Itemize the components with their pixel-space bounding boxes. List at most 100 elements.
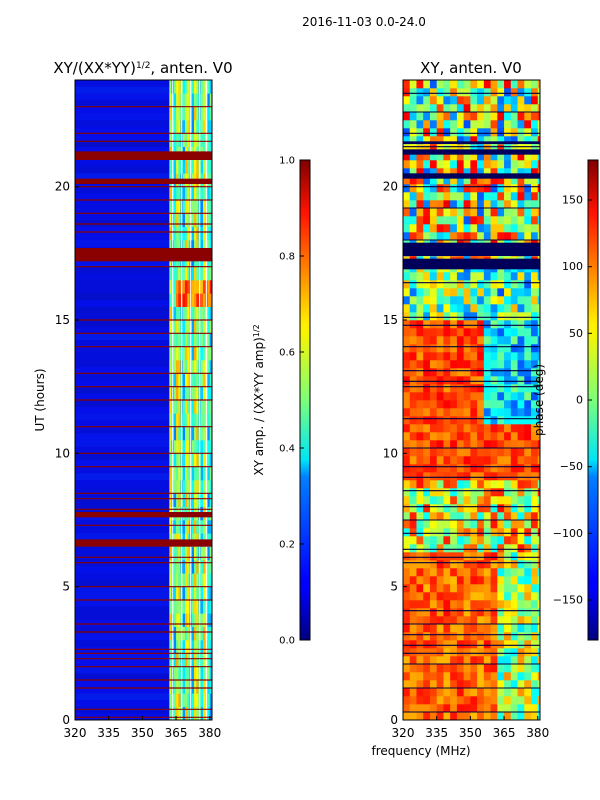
amplitude-heatmap-cell	[207, 293, 211, 307]
phase-heatmap-cell	[531, 688, 539, 697]
amplitude-heatmap-cell	[209, 80, 212, 94]
amplitude-heatmap-cell	[182, 200, 186, 214]
amplitude-heatmap-cell	[182, 613, 186, 627]
phase-heatmap-cell	[423, 584, 431, 593]
amplitude-ylabel: UT (hours)	[33, 368, 47, 431]
amplitude-heatmap-cell	[200, 293, 204, 307]
amplitude-heatmap-cell	[209, 600, 212, 614]
phase-heatmap-cell	[470, 288, 478, 297]
amplitude-heatmap-cell	[187, 160, 190, 174]
phase-heatmap-cell	[510, 576, 518, 585]
amplitude-heatmap-cell	[196, 186, 199, 201]
phase-heatmap-cell	[537, 192, 540, 201]
phase-heatmap-cell	[477, 232, 485, 241]
phase-heatmap-cell	[409, 432, 417, 441]
phase-heatmap-cell	[504, 672, 512, 681]
amplitude-heatmap-row	[75, 380, 170, 387]
phase-heatmap-cell	[504, 592, 512, 601]
phase-heatmap-cell	[463, 320, 471, 329]
phase-heatmap-cell	[537, 288, 540, 297]
phase-heatmap-cell	[497, 504, 505, 513]
phase-heatmap-cell	[463, 136, 471, 145]
phase-heatmap-cell	[436, 80, 444, 89]
phase-heatmap-cell	[463, 504, 471, 513]
phase-heatmap-cell	[524, 600, 532, 609]
phase-heatmap-cell	[490, 128, 498, 137]
phase-heatmap-cell	[483, 544, 491, 553]
amplitude-heatmap-cell	[185, 266, 188, 281]
amplitude-heatmap-cell	[191, 466, 195, 481]
phase-heatmap-cell	[403, 320, 411, 329]
phase-heatmap-cell	[524, 320, 532, 329]
phase-heatmap-cell	[470, 120, 478, 129]
phase-heatmap-cell	[497, 608, 505, 617]
phase-heatmap-cell	[416, 184, 424, 193]
phase-heatmap-cell	[416, 104, 424, 113]
amplitude-heatmap-cell	[203, 453, 206, 467]
amplitude-heatmap-cell	[176, 80, 179, 94]
colorbar-amplitude-tick-label: 0.0	[279, 636, 295, 647]
phase-heatmap-cell	[456, 536, 464, 545]
phase-heatmap-cell	[510, 560, 518, 569]
phase-heatmap-cell	[470, 368, 478, 377]
phase-heatmap-cell	[436, 272, 444, 281]
amplitude-heatmap-cell	[182, 426, 186, 441]
phase-heatmap-cell	[443, 144, 451, 153]
phase-heatmap-cell	[423, 416, 431, 425]
phase-heatmap-cell	[477, 176, 485, 185]
phase-heatmap-cell	[510, 536, 518, 545]
panel-amplitude: XY/(XX*YY)1/2, anten. V0 320 335 350 365 380…	[33, 59, 233, 740]
phase-heatmap-cell	[537, 504, 540, 513]
phase-heatmap-cell	[517, 600, 525, 609]
amplitude-heatmap-cell	[176, 240, 179, 254]
phase-heatmap-cell	[524, 528, 532, 537]
amplitude-heatmap-cell	[194, 226, 197, 241]
amplitude-heatmap-cell	[194, 293, 197, 307]
phase-heatmap-cell	[463, 176, 471, 185]
amplitude-heatmap-cell	[209, 93, 212, 107]
amplitude-heatmap-cell	[176, 106, 179, 121]
phase-heatmap-cell	[436, 496, 444, 505]
phase-heatmap-cell	[416, 600, 424, 609]
amplitude-heatmap-cell	[185, 586, 188, 601]
phase-heatmap-cell	[436, 280, 444, 289]
phase-heatmap-cell	[524, 80, 532, 89]
phase-heatmap-cell	[450, 376, 458, 385]
amplitude-heatmap-cell	[191, 400, 195, 414]
phase-heatmap-cell	[537, 392, 540, 401]
phase-heatmap-cell	[517, 344, 525, 353]
phase-heatmap-cell	[504, 208, 512, 217]
phase-heatmap-cell	[423, 544, 431, 553]
phase-heatmap-cell	[456, 376, 464, 385]
amplitude-heatmap-cell	[185, 93, 188, 107]
amplitude-heatmap-cell	[196, 626, 199, 641]
phase-heatmap-cell	[477, 416, 485, 425]
phase-heatmap-cell	[537, 424, 540, 433]
phase-heatmap-cell	[409, 208, 417, 217]
amplitude-heatmap-cell	[173, 493, 177, 507]
phase-heatmap-cell	[483, 624, 491, 633]
phase-heatmap-cell	[477, 384, 485, 393]
phase-heatmap-cell	[477, 112, 485, 121]
phase-heatmap-cell	[423, 648, 431, 657]
phase-heatmap-cell	[409, 520, 417, 529]
amplitude-heatmap-row	[75, 460, 170, 467]
phase-heatmap-cell	[423, 600, 431, 609]
amplitude-heatmap-cell	[187, 320, 190, 334]
amplitude-heatmap-row	[75, 573, 170, 580]
amplitude-heatmap-cell	[173, 186, 177, 201]
phase-heatmap-cell	[504, 464, 512, 473]
phase-heatmap-cell	[429, 624, 437, 633]
amplitude-heatmap-cell	[191, 133, 195, 147]
phase-heatmap-cell	[510, 680, 518, 689]
phase-heatmap-cell	[497, 120, 505, 129]
phase-heatmap-cell	[490, 464, 498, 473]
phase-heatmap-cell	[429, 472, 437, 481]
phase-heatmap-cell	[416, 640, 424, 649]
phase-heatmap-cell	[463, 352, 471, 361]
phase-heatmap-cell	[403, 272, 411, 281]
phase-heatmap-cell	[409, 224, 417, 233]
amplitude-heatmap-cell	[185, 80, 188, 94]
phase-heatmap-cell	[436, 680, 444, 689]
phase-heatmap-cell	[537, 376, 540, 385]
